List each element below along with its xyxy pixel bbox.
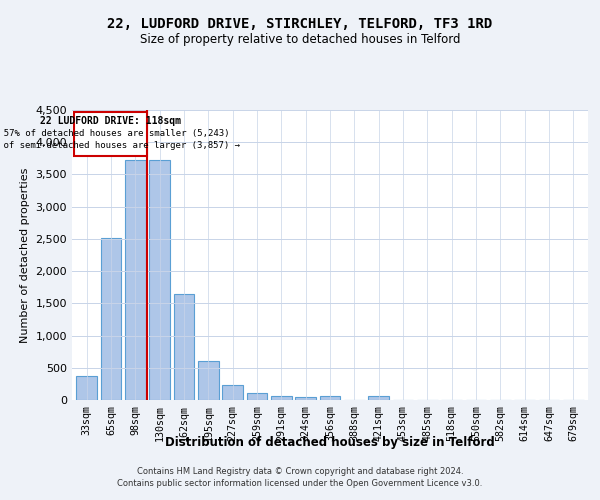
Text: 22, LUDFORD DRIVE, STIRCHLEY, TELFORD, TF3 1RD: 22, LUDFORD DRIVE, STIRCHLEY, TELFORD, T…	[107, 18, 493, 32]
Text: Contains HM Land Registry data © Crown copyright and database right 2024.
Contai: Contains HM Land Registry data © Crown c…	[118, 466, 482, 487]
Text: 42% of semi-detached houses are larger (3,857) →: 42% of semi-detached houses are larger (…	[0, 141, 240, 150]
Bar	[101, 238, 121, 400]
Y-axis label: Number of detached properties: Number of detached properties	[20, 168, 30, 342]
Text: 22 LUDFORD DRIVE: 118sqm: 22 LUDFORD DRIVE: 118sqm	[40, 116, 181, 126]
Bar	[295, 397, 316, 400]
Bar	[222, 384, 243, 400]
Text: ← 57% of detached houses are smaller (5,243): ← 57% of detached houses are smaller (5,…	[0, 128, 229, 138]
Bar	[125, 160, 146, 400]
Bar	[76, 376, 97, 400]
Bar	[368, 396, 389, 400]
Bar	[271, 396, 292, 400]
Bar	[320, 396, 340, 400]
Bar	[247, 393, 268, 400]
Bar	[173, 294, 194, 400]
Text: Distribution of detached houses by size in Telford: Distribution of detached houses by size …	[165, 436, 495, 449]
Bar	[198, 362, 218, 400]
Text: Size of property relative to detached houses in Telford: Size of property relative to detached ho…	[140, 32, 460, 46]
Bar	[149, 160, 170, 400]
FancyBboxPatch shape	[74, 112, 148, 156]
